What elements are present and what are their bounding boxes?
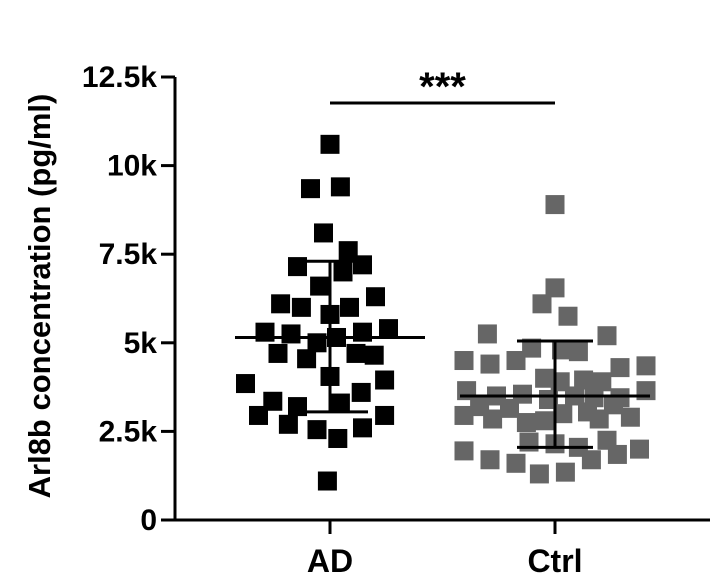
data-point <box>545 195 565 215</box>
data-point <box>604 395 623 415</box>
summary-ctrl <box>460 339 650 449</box>
data-point <box>353 255 372 275</box>
data-point <box>610 358 630 378</box>
data-point <box>297 349 317 369</box>
data-point <box>366 287 385 307</box>
data-point <box>271 294 291 314</box>
y-tick-label: 12.5k <box>82 61 157 94</box>
data-point <box>346 343 366 363</box>
data-point <box>291 297 311 317</box>
y-tick-label: 10k <box>107 150 157 183</box>
data-point <box>545 278 565 298</box>
data-point <box>553 404 573 424</box>
data-point <box>249 405 268 425</box>
data-point <box>330 177 350 197</box>
data-point <box>620 407 640 427</box>
series-ad <box>236 134 398 491</box>
data-point <box>630 439 649 459</box>
series-layer <box>236 134 656 491</box>
y-tick-label: 0 <box>140 504 157 537</box>
data-point <box>353 418 372 438</box>
data-point <box>454 405 474 425</box>
data-point <box>328 428 348 448</box>
data-point <box>236 374 255 394</box>
significance-layer: *** <box>330 65 555 109</box>
data-point <box>281 324 301 344</box>
data-point <box>320 134 340 154</box>
data-point <box>532 294 552 314</box>
series-ctrl <box>454 195 656 484</box>
data-point <box>310 276 330 296</box>
data-point <box>568 342 588 362</box>
data-point <box>574 370 594 390</box>
x-category-label: Ctrl <box>527 543 582 579</box>
data-point <box>278 414 298 434</box>
summary-layer <box>235 259 650 449</box>
data-point <box>581 450 601 470</box>
data-point <box>338 241 358 261</box>
data-point <box>454 351 474 371</box>
data-point <box>330 393 350 413</box>
data-point <box>597 326 617 346</box>
data-point <box>317 471 337 491</box>
data-point <box>552 340 571 360</box>
data-point <box>375 370 395 390</box>
data-point <box>589 409 609 429</box>
data-point <box>506 453 526 473</box>
data-point <box>480 450 500 470</box>
x-category-label: AD <box>307 543 353 579</box>
data-point <box>307 420 327 440</box>
axes: 0 2.5k 5k 7.5k 10k 12.5k AD Ctrl <box>82 61 710 579</box>
data-point <box>522 338 542 358</box>
data-point <box>506 351 526 371</box>
data-point <box>535 411 555 431</box>
data-point <box>483 409 503 429</box>
data-point <box>477 324 497 344</box>
data-point <box>558 306 578 326</box>
data-point <box>301 179 320 199</box>
data-point <box>535 368 555 388</box>
data-point <box>364 345 384 365</box>
data-point <box>555 462 575 482</box>
data-point <box>592 372 612 392</box>
data-point <box>268 343 288 363</box>
data-point <box>500 398 519 418</box>
data-point <box>607 444 627 464</box>
data-point <box>314 223 333 243</box>
y-tick-label: 7.5k <box>99 238 158 271</box>
y-tick-label: 2.5k <box>99 415 158 448</box>
summary-ad <box>235 259 425 414</box>
data-point <box>379 319 398 339</box>
data-point <box>516 413 536 433</box>
data-point <box>636 356 656 376</box>
significance-label: *** <box>419 65 466 109</box>
data-point <box>375 405 395 425</box>
data-point <box>529 464 549 484</box>
data-point <box>454 441 474 461</box>
data-point <box>351 382 371 402</box>
data-point <box>263 391 283 411</box>
y-axis-label: Arl8b concentration (pg/ml) <box>22 94 57 499</box>
data-point <box>333 262 353 282</box>
y-tick-label: 5k <box>124 327 158 360</box>
data-point <box>480 354 500 374</box>
data-point <box>340 297 359 317</box>
